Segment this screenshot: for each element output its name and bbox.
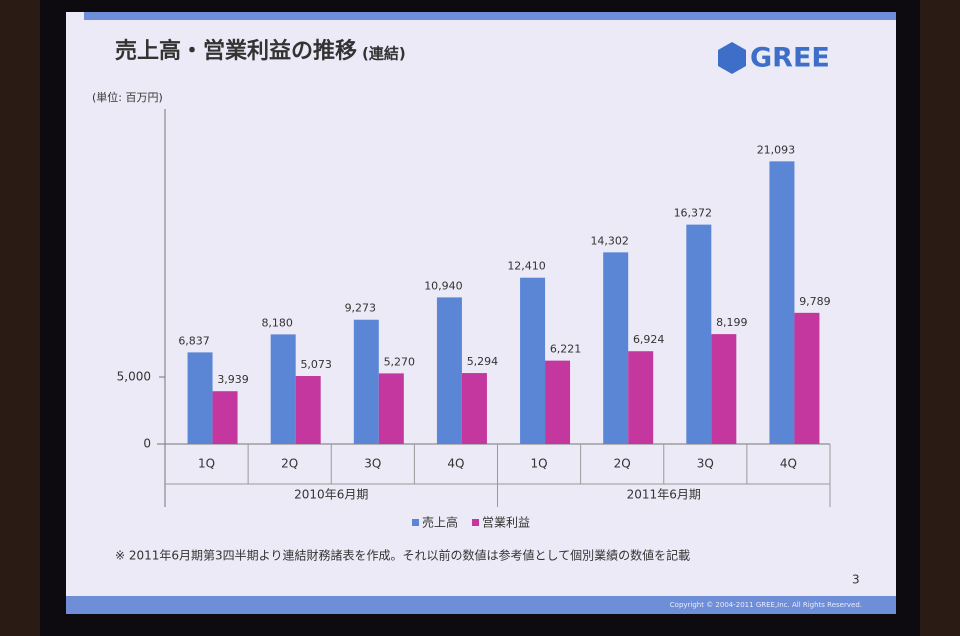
value-label: 12,410	[507, 260, 546, 273]
value-label: 6,221	[550, 343, 582, 356]
y-axis-label: (単位: 百万円)	[92, 90, 163, 104]
bar	[794, 312, 820, 444]
value-label: 8,180	[261, 316, 293, 329]
group-label: 2010年6月期	[294, 488, 368, 502]
footer-stripe	[66, 596, 896, 614]
value-label: 16,372	[674, 207, 713, 220]
x-tick-label: 2Q	[614, 457, 631, 471]
copyright: Copyright © 2004-2011 GREE,Inc. All Righ…	[670, 601, 862, 609]
value-label: 9,789	[799, 295, 831, 308]
logo-mark	[718, 42, 746, 74]
value-label: 9,273	[345, 302, 377, 315]
chart-subtitle: (連結)	[362, 45, 406, 63]
bar	[520, 277, 546, 444]
value-label: 5,270	[384, 355, 416, 368]
x-tick-label: 4Q	[447, 457, 464, 471]
bar	[436, 297, 462, 444]
title-stripe	[84, 12, 896, 20]
y-tick-label: 5,000	[117, 370, 151, 384]
bar	[711, 334, 737, 444]
value-label: 6,837	[178, 334, 210, 347]
bar	[769, 161, 795, 444]
x-tick-label: 3Q	[364, 457, 381, 471]
value-label: 5,073	[300, 358, 332, 371]
slide	[66, 12, 896, 614]
value-label: 14,302	[590, 234, 629, 247]
bar	[212, 391, 238, 444]
bar	[270, 334, 296, 444]
page-number: 3	[852, 573, 860, 587]
bar	[603, 252, 629, 444]
legend-label: 売上高	[422, 515, 458, 530]
bar	[686, 224, 712, 444]
x-tick-label: 1Q	[531, 457, 548, 471]
bar	[545, 360, 571, 444]
chart-title: 売上高・営業利益の推移	[115, 38, 357, 64]
legend-swatch	[472, 519, 480, 526]
x-tick-label: 2Q	[281, 457, 298, 471]
group-label: 2011年6月期	[627, 488, 701, 502]
value-label: 3,939	[217, 373, 249, 386]
value-label: 6,924	[633, 333, 665, 346]
bar	[378, 373, 404, 444]
legend-swatch	[412, 519, 419, 526]
x-tick-label: 1Q	[198, 457, 215, 471]
value-label: 8,199	[716, 316, 748, 329]
footnote: ※ 2011年6月期第3四半期より連結財務諸表を作成。それ以前の数値は参考値とし…	[115, 548, 690, 563]
bar	[461, 373, 487, 444]
bar	[353, 319, 379, 444]
x-tick-label: 4Q	[780, 457, 797, 471]
value-label: 5,294	[467, 355, 499, 368]
bar	[628, 351, 654, 444]
y-tick-label: 0	[143, 437, 151, 451]
bar	[187, 352, 213, 444]
legend-label: 営業利益	[482, 516, 530, 530]
logo: GREE	[750, 43, 830, 74]
value-label: 21,093	[757, 143, 796, 156]
x-tick-label: 3Q	[697, 457, 714, 471]
bar	[295, 376, 321, 444]
value-label: 10,940	[424, 279, 463, 292]
